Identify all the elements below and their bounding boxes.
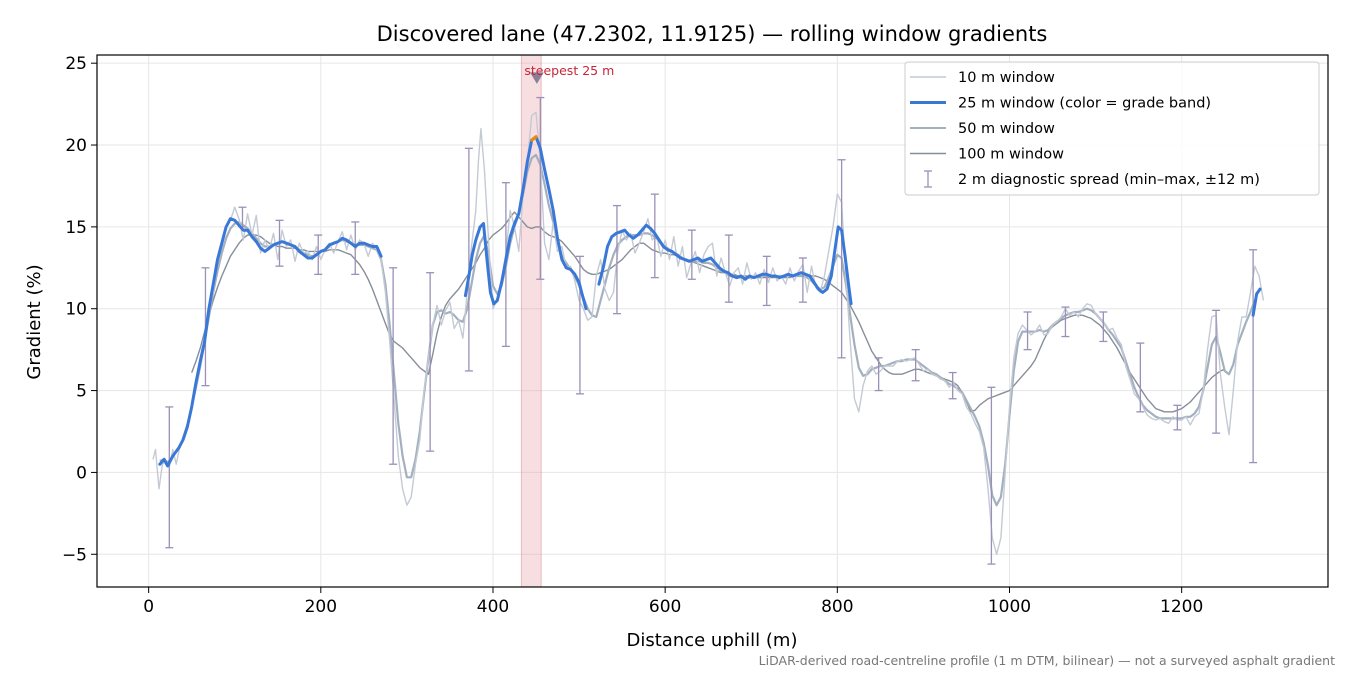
error-bar xyxy=(724,234,733,303)
chart-title: Discovered lane (47.2302, 11.9125) — rol… xyxy=(377,22,1048,46)
error-bar xyxy=(1173,404,1182,431)
error-bar xyxy=(575,255,584,395)
x-axis-label: Distance uphill (m) xyxy=(627,630,798,651)
error-bar xyxy=(948,371,957,400)
x-tick-label: 600 xyxy=(649,597,681,617)
error-bar xyxy=(1099,311,1108,343)
legend-label: 25 m window (color = grade band) xyxy=(958,96,1211,112)
legend: 10 m window 25 m window (color = grade ba… xyxy=(904,61,1320,196)
y-tick-label: 10 xyxy=(65,300,87,320)
error-bar xyxy=(798,257,807,303)
y-tick-label: 5 xyxy=(76,382,87,402)
plot-frame xyxy=(96,54,1329,588)
steepest-marker xyxy=(530,72,544,84)
legend-label: 100 m window xyxy=(958,147,1064,163)
x-tick-label: 800 xyxy=(821,597,853,617)
error-bar xyxy=(1249,249,1258,464)
error-bar xyxy=(1023,311,1032,351)
steepest-label: steepest 25 m xyxy=(524,63,614,78)
error-bar xyxy=(762,255,771,307)
y-tick-label: 15 xyxy=(65,218,87,238)
legend-label: 10 m window xyxy=(958,70,1055,86)
error-bar xyxy=(464,147,473,372)
error-bar xyxy=(536,96,545,280)
x-tick-label: 0 xyxy=(143,597,154,617)
y-axis-label: Gradient (%) xyxy=(24,264,45,379)
error-bar xyxy=(1061,306,1070,338)
legend-label: 50 m window xyxy=(958,121,1055,137)
legend-label: 2 m diagnostic spread (min–max, ±12 m) xyxy=(958,172,1260,188)
series-line-25m-window xyxy=(463,135,588,311)
series-group xyxy=(152,96,1265,565)
error-bar xyxy=(987,386,996,565)
y-tick-label: −5 xyxy=(62,545,87,565)
series-line-25m-window xyxy=(1251,287,1262,317)
error-bar xyxy=(837,159,846,359)
y-tick-label: 20 xyxy=(65,136,87,156)
error-bar xyxy=(165,406,174,549)
error-bar xyxy=(1136,342,1145,413)
series-line-25m-peak-band xyxy=(530,135,538,142)
footnote: LiDAR-derived road-centreline profile (1… xyxy=(759,653,1335,668)
error-bar xyxy=(1212,309,1221,434)
x-tick-label: 200 xyxy=(305,597,337,617)
x-tick-label: 1200 xyxy=(1160,597,1203,617)
error-bar xyxy=(389,267,398,465)
error-bar xyxy=(612,204,621,315)
series-line-10-m-window xyxy=(152,111,1265,555)
series-line-50-m-window xyxy=(159,153,1256,507)
error-bar xyxy=(426,272,435,452)
series-line-25m-window xyxy=(597,223,853,306)
y-tick-label: 0 xyxy=(76,463,87,483)
x-tick-label: 1000 xyxy=(988,597,1031,617)
x-tick-label: 400 xyxy=(477,597,509,617)
series-line-25m-window xyxy=(158,217,383,468)
legend-box xyxy=(904,61,1320,196)
error-bar xyxy=(874,357,883,392)
error-bar xyxy=(687,229,696,280)
error-bar xyxy=(911,348,920,382)
y-tick-label: 25 xyxy=(65,54,87,74)
error-bar xyxy=(351,221,360,275)
